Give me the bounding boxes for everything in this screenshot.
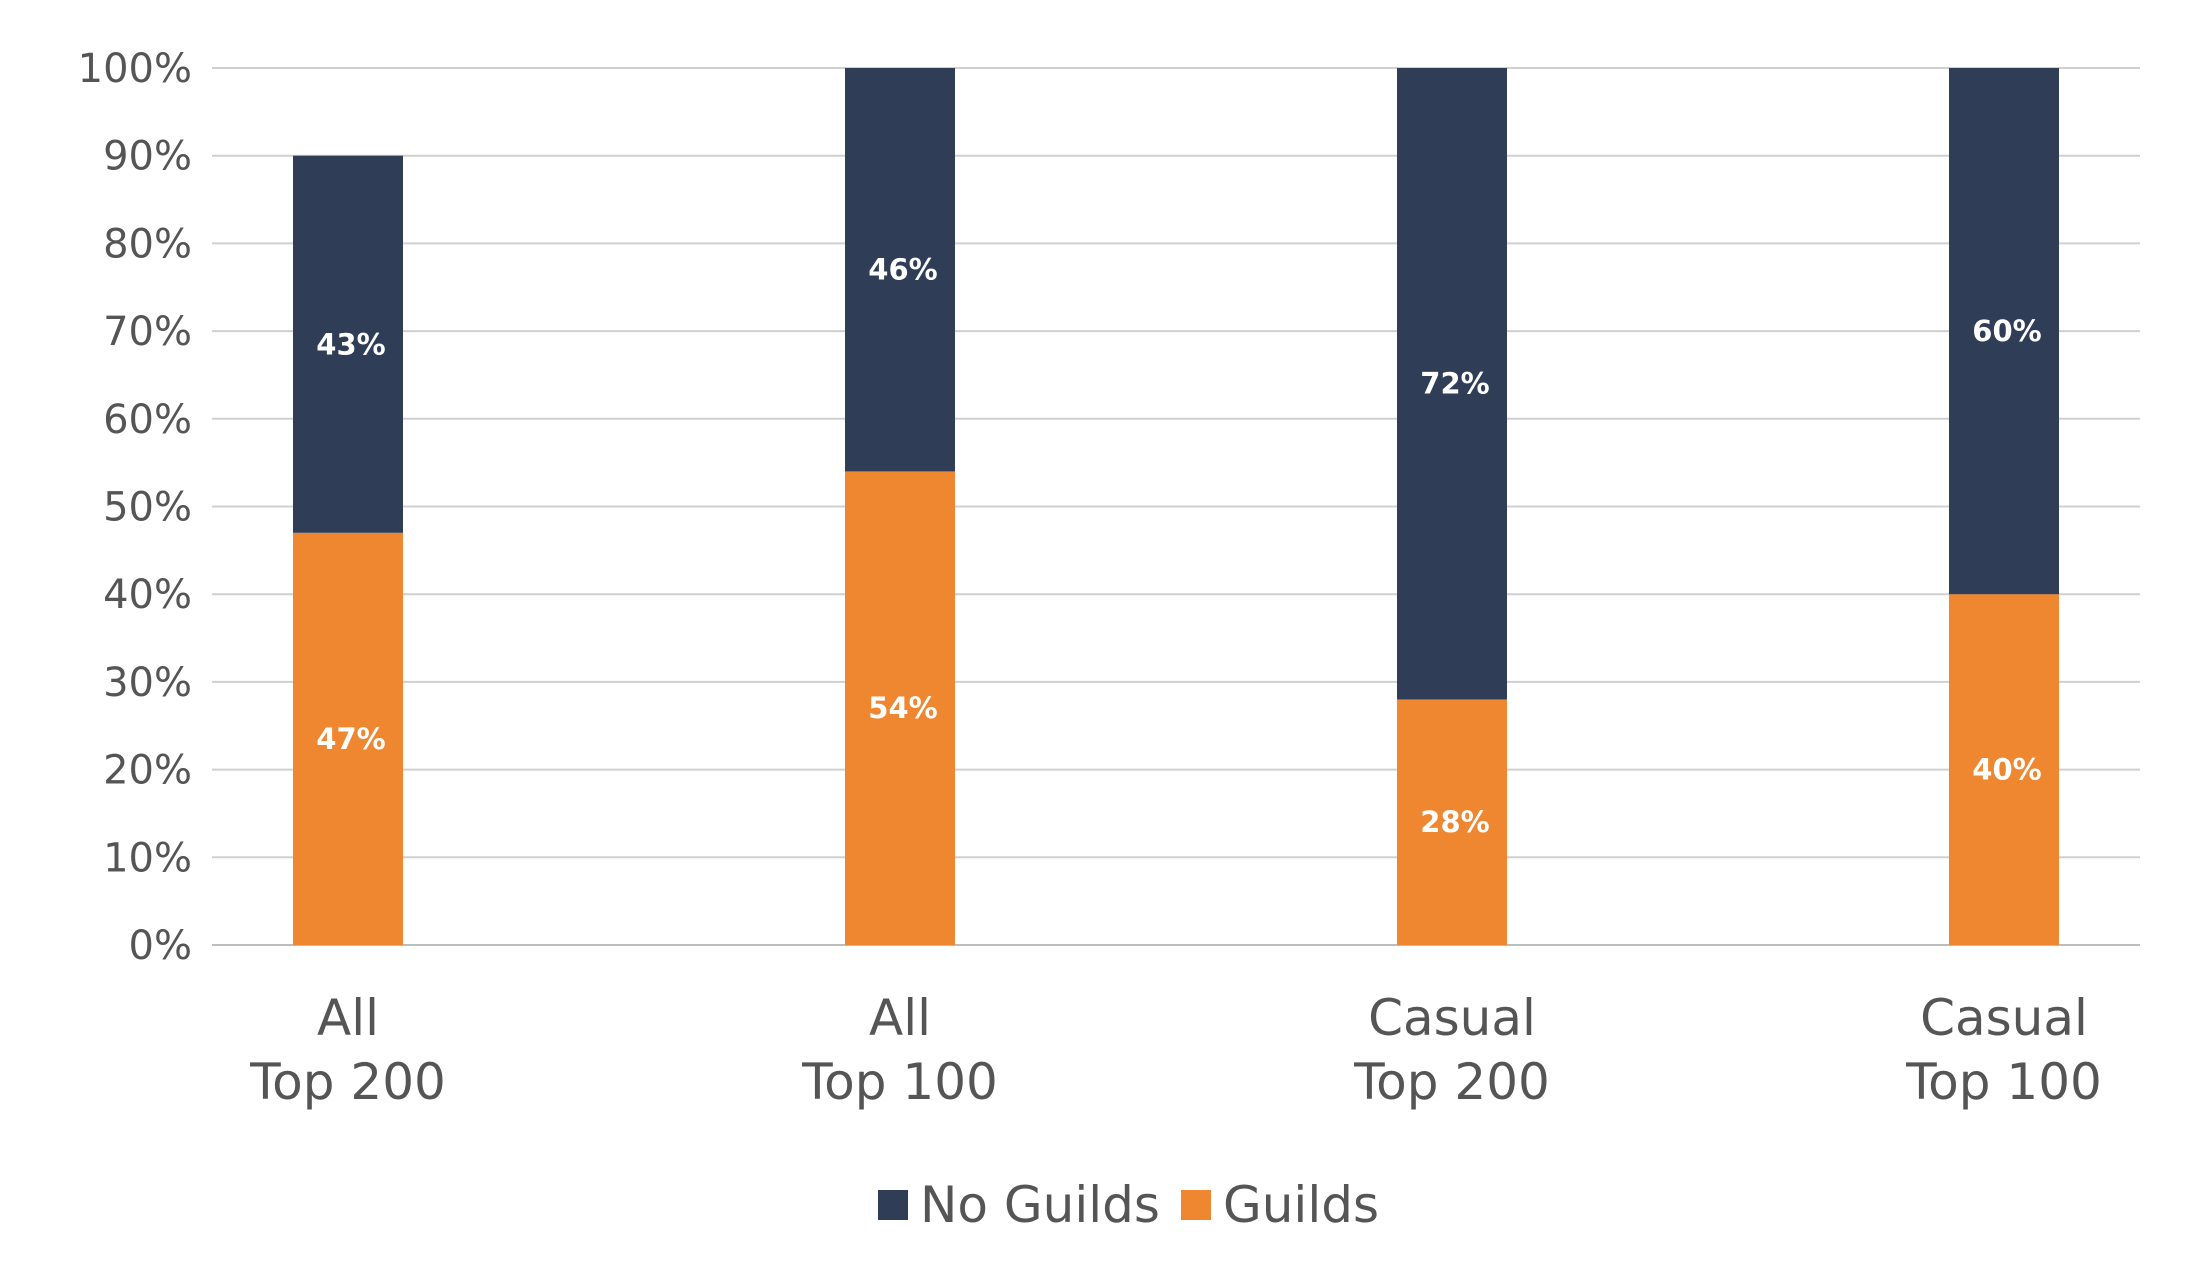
data-label: 40% [1972,753,2041,787]
x-category-label: Top 200 [1353,1053,1550,1111]
y-tick-label: 70% [103,309,192,355]
data-label: 54% [868,691,937,725]
y-tick-label: 30% [103,660,192,706]
data-label-layer: 47% 43% 54% 46% 28% 72% 40% 60% [316,253,2041,840]
x-category-label: Top 100 [801,1053,998,1111]
data-label: 43% [316,327,385,361]
x-category-label: Top 200 [249,1053,446,1111]
data-label: 60% [1972,314,2041,348]
bar-segment-guilds [1397,699,1507,945]
bar-segment-no-guilds [845,68,955,472]
legend-label: Guilds [1223,1176,1379,1234]
x-category-label: All [869,989,931,1047]
bar-layer [293,68,2059,945]
y-tick-label: 80% [103,221,192,267]
x-category-label: Casual [1368,989,1536,1047]
legend-swatch [1181,1190,1211,1220]
grid-layer: 0% 10% 20% 30% 40% 50% 60% 70% 80% 90% 100% [78,46,2140,969]
legend-label: No Guilds [920,1176,1160,1234]
bar-segment-guilds [845,471,955,945]
legend: No Guilds Guilds [878,1176,1379,1234]
legend-swatch [878,1190,908,1220]
y-tick-label: 50% [103,485,192,531]
x-category-label: Top 100 [1905,1053,2102,1111]
y-tick-label: 90% [103,134,192,180]
y-tick-label: 60% [103,397,192,443]
bar-segment-no-guilds [293,155,403,533]
data-label: 72% [1420,367,1489,401]
x-axis: All Top 200 All Top 100 Casual Top 200 Casual T… [249,989,2102,1111]
x-category-label: Casual [1920,989,2088,1047]
y-tick-label: 0% [129,923,192,969]
y-tick-label: 20% [103,748,192,794]
bar-segment-guilds [293,532,403,945]
data-label: 46% [868,253,937,287]
x-category-label: All [317,989,379,1047]
y-tick-label: 40% [103,572,192,618]
data-label: 47% [316,722,385,756]
y-tick-label: 100% [78,46,192,92]
bar-segment-no-guilds [1397,68,1507,700]
bar-segment-no-guilds [1949,68,2059,595]
y-tick-label: 10% [103,835,192,881]
data-label: 28% [1420,805,1489,839]
bar-segment-guilds [1949,594,2059,945]
